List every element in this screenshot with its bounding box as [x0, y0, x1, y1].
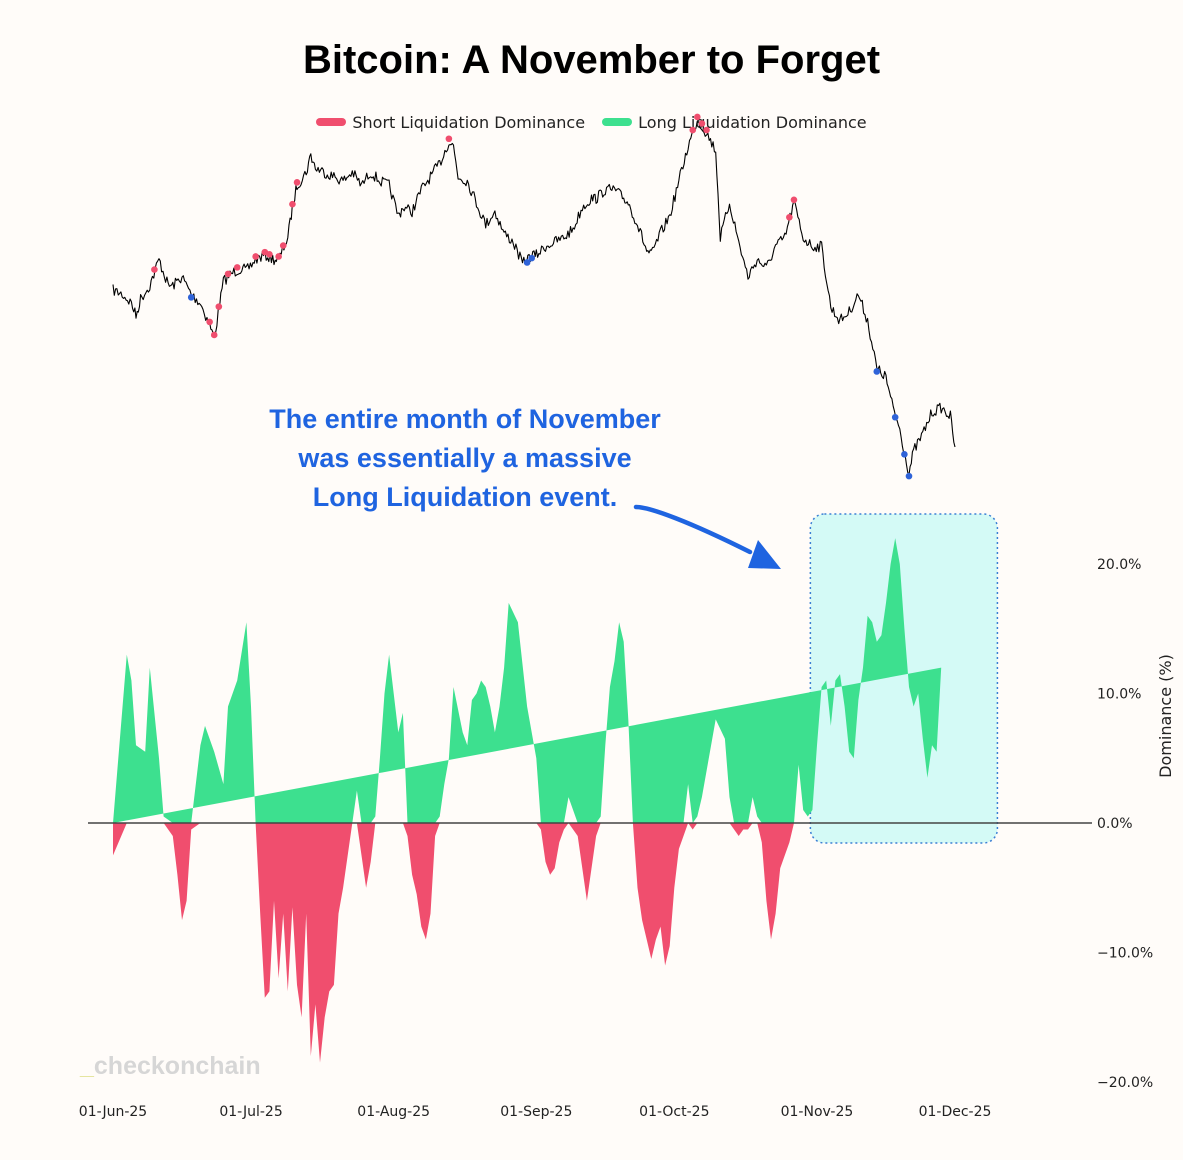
- x-tick-label: 01-Oct-25: [639, 1104, 709, 1120]
- short-liquidation-marker: [206, 318, 213, 326]
- short-liquidation-marker: [698, 120, 706, 127]
- long-dominance-area: [113, 538, 942, 823]
- legend-swatch-long: [602, 118, 633, 126]
- x-tick-label: 01-Jun-25: [79, 1104, 147, 1120]
- watermark-prefix: _: [80, 1052, 94, 1080]
- long-liquidation-marker: [905, 472, 913, 480]
- x-tick-label: 01-Dec-25: [919, 1104, 992, 1120]
- annotation-arrow-shaft: [633, 504, 753, 555]
- legend-swatch-short: [316, 118, 347, 126]
- x-tick-label: 01-Jul-25: [219, 1104, 282, 1120]
- short-liquidation-marker: [210, 331, 218, 339]
- y-tick-label: 10.0%: [1097, 687, 1141, 703]
- annotation-text: The entire month of November was essenti…: [230, 400, 700, 517]
- annotation-line-2: was essentially a massive: [298, 443, 632, 473]
- watermark-text: checkonchain: [93, 1052, 261, 1080]
- annotation-line-3: Long Liquidation event.: [312, 482, 618, 512]
- long-liquidation-marker: [901, 451, 908, 458]
- legend-item-short[interactable]: Short Liquidation Dominance: [316, 113, 585, 132]
- short-liquidation-marker: [275, 253, 282, 260]
- short-liquidation-marker: [694, 113, 701, 121]
- y-axis-label: Dominance (%): [1156, 654, 1175, 778]
- short-liquidation-marker: [786, 213, 793, 221]
- highlight-region: [809, 513, 999, 844]
- short-liquidation-marker: [279, 242, 287, 249]
- long-liquidation-marker: [891, 413, 899, 421]
- short-liquidation-marker: [703, 126, 710, 134]
- x-tick-label: 01-Nov-25: [781, 1104, 854, 1120]
- short-liquidation-marker: [266, 251, 273, 258]
- short-liquidation-marker: [224, 270, 232, 278]
- y-tick-label: −20.0%: [1097, 1075, 1153, 1091]
- legend-label-short: Short Liquidation Dominance: [352, 112, 586, 132]
- long-liquidation-marker: [523, 259, 531, 266]
- y-tick-label: −10.0%: [1097, 946, 1153, 962]
- short-liquidation-marker: [289, 200, 296, 208]
- short-liquidation-marker: [215, 303, 223, 310]
- price-line: [112, 121, 956, 476]
- short-liquidation-marker: [689, 126, 697, 134]
- long-liquidation-marker: [528, 254, 535, 262]
- chart-title: Bitcoin: A November to Forget: [302, 38, 881, 82]
- annotation-line-1: The entire month of November: [269, 404, 661, 434]
- short-liquidation-marker: [445, 135, 453, 143]
- watermark-logo: _checkonchain: [80, 1052, 261, 1081]
- short-dominance-area: [113, 823, 942, 1063]
- short-liquidation-marker: [293, 179, 301, 186]
- long-liquidation-marker: [873, 368, 881, 375]
- short-liquidation-marker: [790, 196, 798, 204]
- long-liquidation-marker: [187, 294, 195, 301]
- short-liquidation-marker: [252, 253, 259, 260]
- annotation-arrow-head: [748, 540, 781, 569]
- x-tick-label: 01-Aug-25: [357, 1104, 430, 1120]
- x-tick-label: 01-Sep-25: [500, 1104, 572, 1120]
- short-liquidation-marker: [151, 266, 158, 273]
- short-liquidation-marker: [233, 264, 241, 271]
- y-tick-label: 20.0%: [1097, 557, 1141, 573]
- y-tick-label: 0.0%: [1097, 816, 1133, 832]
